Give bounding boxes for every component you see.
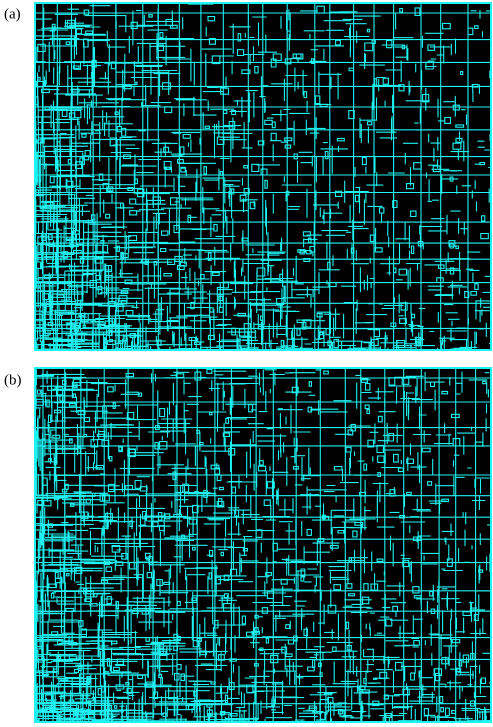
page: (a) (b) (() => { const data = JSON.parse… [0,0,493,727]
figure: (a) (b) [0,0,493,727]
panel-label: (b) [4,372,22,388]
panel-label: (a) [4,6,21,22]
